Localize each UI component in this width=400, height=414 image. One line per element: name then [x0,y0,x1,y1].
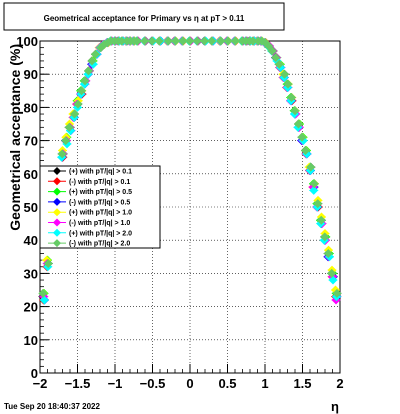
legend-marker [53,208,61,217]
data-point [301,146,310,156]
legend-marker [53,228,61,237]
data-point [84,66,93,76]
data-point [320,232,330,242]
data-point [216,36,226,46]
legend-marker [53,187,61,196]
data-point [327,268,337,278]
data-point [73,99,83,109]
data-point [43,258,53,268]
x-tick-label: −2 [33,376,48,391]
data-point [200,36,209,46]
data-point [57,149,67,159]
data-point [280,69,289,79]
data-point [274,59,284,69]
data-point [297,132,307,142]
data-point [133,36,142,46]
legend-label: (+) with pT/|q| > 0.1 [69,169,132,176]
data-point [248,36,258,46]
legend-marker [53,239,61,248]
legend-label: (+) with pT/|q| > 1.0 [69,210,132,217]
x-tick-label: 2 [336,376,343,391]
data-point [77,86,86,96]
x-tick-label: 0 [186,376,193,391]
data-point [91,49,100,59]
x-tick-label: 1 [261,376,268,391]
data-point [80,76,90,86]
data-point [306,162,316,172]
y-tick-label: 40 [24,233,38,248]
data-point [64,122,74,132]
y-tick-label: 20 [24,300,38,315]
data-point [140,36,150,46]
timestamp: Tue Sep 20 18:40:37 2022 [4,402,100,411]
data-point [223,36,233,46]
legend-label: (+) with pT/|q| > 2.0 [69,230,132,237]
y-tick-label: 0 [31,366,38,381]
data-point [271,53,281,63]
y-tick-label: 100 [16,34,38,49]
grid [40,41,340,373]
data-point [230,36,240,46]
legend-label: (-) with pT/|q| > 0.1 [69,179,130,186]
data-point [39,295,49,305]
data-point [283,79,293,89]
chart-title: Geometrical acceptance for Primary vs η … [44,14,245,23]
legend-marker [53,167,61,175]
y-tick-label: 80 [24,100,38,115]
data-point [171,36,180,46]
legend-label: (-) with pT/|q| > 1.0 [69,220,130,227]
data-point [61,136,71,146]
y-tick-label: 70 [24,134,38,149]
x-tick-labels: −2 −1.5 −1 −0.5 0 0.5 1 1.5 2 [33,376,344,391]
legend-marker [53,218,61,227]
data-point [290,106,300,116]
data-point [207,36,217,46]
legend-marker [53,177,61,186]
data-point [332,288,342,298]
data-point [163,36,173,46]
data-point [154,36,164,46]
data-point [38,288,48,298]
x-tick-label: −1 [108,376,123,391]
data-point [70,109,79,119]
data-point [87,56,97,66]
data-point [178,36,188,46]
y-axis-label: Geometrical acceptance (%) [7,44,23,231]
title-box: Geometrical acceptance for Primary vs η … [3,2,285,31]
data-point [267,46,277,56]
legend-box [39,165,161,249]
y-tick-label: 90 [24,67,38,82]
x-tick-label: −0.5 [140,376,166,391]
data-markers [38,36,342,305]
y-tick-label: 10 [24,333,38,348]
y-tick-label: 60 [24,167,38,182]
data-point [309,185,319,195]
legend-marker [53,197,61,206]
x-tick-label: 0.5 [218,376,236,391]
x-tick-label: −1.5 [65,376,91,391]
data-point [309,179,319,189]
data-point [147,36,157,46]
data-point [328,275,338,285]
legend-label: (-) with pT/|q| > 2.0 [69,241,130,248]
legend-label: (-) with pT/|q| > 0.5 [69,199,130,206]
data-point [276,63,285,73]
legend-label: (+) with pT/|q| > 0.5 [69,189,132,196]
data-point [316,215,326,225]
x-axis-label: η [331,399,339,414]
data-point [287,92,296,102]
y-tick-label: 50 [24,200,38,215]
y-tick-label: 30 [24,266,38,281]
data-point [192,36,202,46]
data-point [294,119,303,129]
data-point [313,199,323,209]
data-point [185,36,195,46]
data-point [117,36,127,46]
y-tick-labels: 0 10 20 30 40 50 60 70 80 90 100 [16,34,38,381]
data-point [323,248,333,258]
legend: (+) with pT/|q| > 0.1 (-) with pT/|q| > 0… [39,165,161,249]
x-tick-label: 1.5 [293,376,311,391]
